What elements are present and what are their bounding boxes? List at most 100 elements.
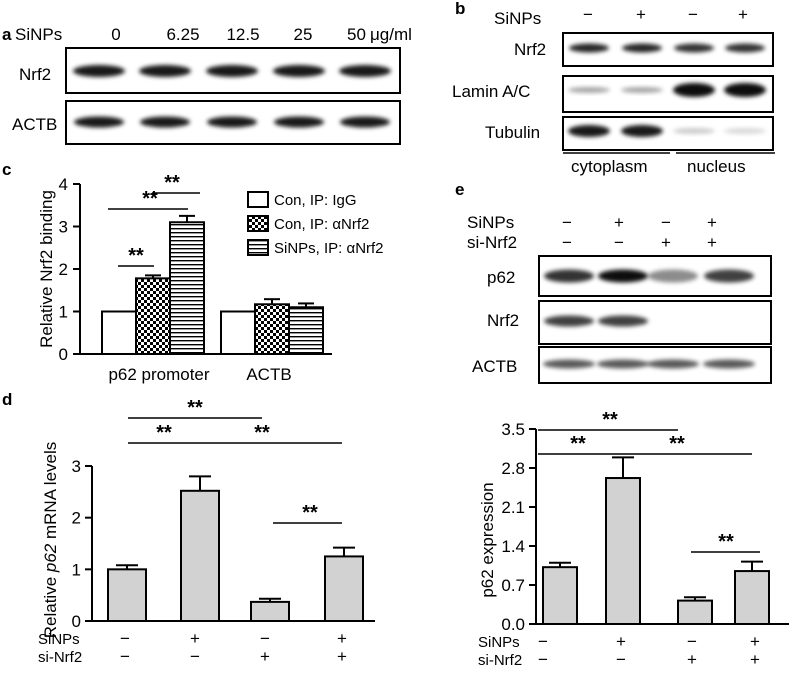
chart-c-legend-label: Con, IP: αNrf2 [274, 216, 369, 233]
chart-c-legend-swatch [247, 215, 269, 232]
chart-d-right-y-tick-label: 0.0 [501, 615, 525, 634]
panel-e-band-actb [647, 359, 699, 369]
panel-a: a SiNPs 0 6.25 12.5 25 50 μg/ml Nrf2 ACTB [2, 25, 412, 145]
chart-d-left-y-tick-label: 2 [72, 509, 81, 528]
panel-e-band-p62 [648, 269, 698, 283]
chart-d-left-bar [324, 555, 364, 623]
panel-e-band-p62 [598, 269, 648, 283]
panel-b-band-tubulin [621, 125, 663, 137]
panel-b-sign: + [636, 5, 646, 24]
chart-d-right-y-tick-label: 3.5 [501, 420, 525, 439]
panel-b-band-lamin [568, 87, 610, 93]
chart-d-right-condition-sign: − [538, 650, 548, 669]
panel-b-blot-nrf2 [562, 32, 774, 67]
chart-d-left-y-tick-label: 1 [72, 560, 81, 579]
chart-d-left-condition-sign: − [190, 647, 200, 666]
significance-label: ** [142, 188, 158, 210]
chart-d-left-condition-sign: + [190, 629, 200, 648]
chart-c-y-tick-label: 2 [59, 260, 68, 279]
chart-c-bar [288, 306, 324, 355]
panel-b-row-tubulin: Tubulin [485, 123, 540, 142]
chart-d-left-y-label: Relative p62 mRNA levels [41, 442, 60, 639]
panel-e-row-actb: ACTB [472, 357, 517, 376]
panel-e-band-actb [543, 359, 595, 369]
chart-d-right-condition-sign: − [538, 632, 548, 651]
panel-e-signs: − + − +− − + + [562, 213, 717, 252]
panel-a-bands [73, 65, 391, 128]
panel-a-dose-label: 0 [111, 25, 120, 44]
chart-c-legend-swatch [247, 191, 269, 208]
panel-e-sign: + [614, 213, 624, 232]
panel-e: e SiNPs si-Nrf2 − + − +− − + + p62 Nrf2 ACTB [455, 180, 772, 384]
panel-a-band-actb [140, 116, 190, 128]
panel-e-band-nrf2 [598, 315, 648, 327]
panel-b-band-tubulin [673, 128, 715, 134]
panel-b-bands [568, 43, 766, 137]
panel-a-dose-label: 25 [294, 25, 313, 44]
panel-e-row-p62: p62 [487, 268, 515, 287]
panel-b-fraction-nucleus: nucleus [687, 157, 746, 176]
chart-d-right-condition-label: si-Nrf2 [478, 652, 522, 669]
chart-d-right-bar [734, 570, 770, 625]
chart-d-left-condition-sign: + [337, 629, 347, 648]
panel-e-row-nrf2: Nrf2 [487, 311, 519, 330]
chart-d-left-y-tick-label: 3 [72, 457, 81, 476]
panel-a-band-nrf2 [206, 65, 258, 77]
panel-e-bands [543, 269, 755, 369]
chart-c-category-label: ACTB [246, 365, 291, 384]
panel-a-unit-label: μg/ml [370, 25, 412, 44]
panel-a-band-nrf2 [73, 65, 125, 77]
panel-e-band-p62 [704, 269, 754, 283]
significance-label: ** [164, 172, 180, 194]
panel-e-sign: − [562, 233, 572, 252]
chart-d-right-bar [605, 477, 641, 625]
chart-d-right-y-tick-label: 2.1 [501, 498, 525, 517]
panel-a-letter: a [2, 25, 12, 44]
panel-b: b SiNPs − + − + Nrf2 Lamin A/C Tubulin cyto… [452, 0, 775, 176]
panel-d-letter: d [2, 390, 12, 409]
significance-label: ** [128, 245, 144, 267]
chart-d-right-y-label: p62 expression [478, 482, 497, 597]
panel-a-dose-label: 50 [347, 25, 366, 44]
panel-e-sign: + [661, 233, 671, 252]
chart-d-right-condition-label: SiNPs [478, 634, 520, 651]
panel-e-sign: − [614, 233, 624, 252]
chart-c-legend-swatch [247, 239, 269, 256]
panel-e-cond-sinrf2: si-Nrf2 [467, 233, 517, 252]
panel-b-band-tubulin [568, 125, 610, 137]
panel-a-band-nrf2 [139, 65, 191, 77]
chart-d-left-condition-sign: − [260, 629, 270, 648]
significance-label: ** [570, 433, 586, 455]
panel-b-band-nrf2 [674, 43, 714, 53]
chart-c-bar [101, 310, 137, 355]
chart-d-left-y-tick-label: 0 [72, 612, 81, 631]
panel-a-band-actb [274, 116, 324, 128]
panel-b-band-nrf2 [725, 43, 765, 53]
chart-c-y-tick-label: 4 [59, 175, 68, 194]
panel-e-band-actb [703, 359, 755, 369]
panel-a-treatment-label: SiNPs [15, 25, 62, 44]
significance-label: ** [156, 422, 172, 444]
significance-label: ** [718, 531, 734, 553]
panel-b-fraction-cytoplasm: cytoplasm [571, 157, 648, 176]
panel-b-sign: + [738, 5, 748, 24]
chart-c-legend: Con, IP: IgG Con, IP: αNrf2 SiNPs, IP: αNr… [247, 191, 384, 257]
chart-d-left-condition-label: si-Nrf2 [38, 649, 82, 666]
panel-a-row-actb: ACTB [12, 115, 57, 134]
chart-c-y-label: Relative Nrf2 binding [37, 190, 56, 348]
panel-b-band-tubulin [724, 128, 766, 134]
chart-d-right-bar [677, 599, 713, 625]
chart-d-right-condition-sign: + [616, 632, 626, 651]
chart-d-right-condition-sign: − [616, 650, 626, 669]
significance-label: ** [254, 422, 270, 444]
panel-b-treatment-label: SiNPs [494, 9, 541, 28]
significance-label: ** [602, 409, 618, 431]
chart-d-right-condition-sign: + [750, 632, 760, 651]
chart-d-right-y-tick-label: 2.8 [501, 459, 525, 478]
chart-d-left-condition-sign: + [337, 647, 347, 666]
